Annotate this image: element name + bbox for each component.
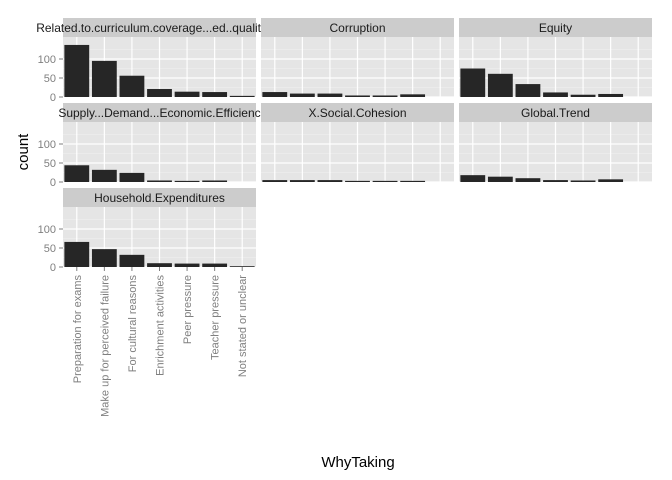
- bar: [147, 180, 172, 182]
- y-tick-label: 100: [38, 54, 56, 66]
- bar: [91, 249, 117, 267]
- bar: [64, 241, 90, 267]
- x-tick-label: Preparation for exams: [72, 275, 84, 384]
- bar: [202, 263, 228, 267]
- bar: [317, 93, 343, 97]
- facet-strip-label: Household.Expenditures: [94, 191, 225, 205]
- facet-strip-label: Equity: [539, 21, 572, 35]
- facet-strip-label: Corruption: [329, 21, 385, 35]
- bar: [515, 178, 541, 182]
- bar: [345, 180, 370, 182]
- x-tick-label: Teacher pressure: [210, 275, 222, 360]
- facet-strip-label: Related.to.curriculum.coverage...ed..qua…: [36, 21, 283, 35]
- bar: [119, 254, 145, 267]
- facet-strip-label: Global.Trend: [521, 106, 590, 120]
- facet-strip: [459, 18, 652, 37]
- x-tick-label: Peer pressure: [182, 275, 194, 344]
- x-axis-title: WhyTaking: [321, 454, 394, 471]
- bar: [317, 180, 343, 182]
- bar: [570, 94, 596, 97]
- facet-strip: [63, 103, 256, 122]
- facet-strip: [261, 103, 454, 122]
- y-tick-label: 100: [38, 224, 56, 236]
- bar: [460, 68, 486, 97]
- y-tick-label: 50: [44, 243, 56, 255]
- facet-strip-label: Supply...Demand...Economic.Efficienc: [58, 106, 260, 120]
- bar: [119, 172, 145, 182]
- bar: [147, 89, 172, 97]
- bar: [262, 180, 288, 182]
- bar: [543, 92, 568, 97]
- y-tick-label: 0: [50, 92, 56, 104]
- bar: [202, 92, 228, 97]
- bar: [289, 180, 315, 182]
- bar: [487, 73, 513, 97]
- bar: [400, 180, 426, 182]
- facet-strip: [261, 18, 454, 37]
- bar: [543, 180, 568, 182]
- facet-strip: [63, 188, 256, 207]
- bar: [598, 93, 624, 97]
- bar: [119, 75, 145, 97]
- bar: [229, 266, 255, 267]
- x-tick-label: Not stated or unclear: [237, 275, 249, 377]
- bar: [372, 180, 398, 182]
- bar: [64, 44, 90, 97]
- bar: [174, 91, 200, 97]
- x-tick-label: Enrichment activities: [155, 275, 167, 376]
- bar: [91, 60, 117, 97]
- x-tick-label: Make up for perceived failure: [99, 275, 111, 417]
- bar: [487, 176, 513, 182]
- bar: [262, 92, 288, 97]
- bar: [229, 95, 255, 97]
- bar: [400, 94, 426, 97]
- facet-strip: [63, 18, 256, 37]
- y-tick-label: 50: [44, 158, 56, 170]
- bar: [289, 93, 315, 97]
- bar: [202, 180, 228, 182]
- bar: [174, 263, 200, 267]
- facet-strip: [459, 103, 652, 122]
- x-tick-label: For cultural reasons: [127, 275, 139, 373]
- bar: [174, 180, 200, 182]
- bar: [570, 180, 596, 182]
- y-tick-label: 0: [50, 262, 56, 274]
- bar: [64, 165, 90, 182]
- y-tick-label: 50: [44, 73, 56, 85]
- bar: [372, 95, 398, 97]
- bar: [460, 175, 486, 182]
- y-axis-title: count: [15, 133, 32, 171]
- bar: [598, 179, 624, 182]
- bar: [147, 263, 172, 267]
- y-tick-label: 0: [50, 177, 56, 189]
- bar: [91, 169, 117, 182]
- bar: [515, 84, 541, 97]
- y-tick-label: 100: [38, 139, 56, 151]
- facet-strip-label: X.Social.Cohesion: [308, 106, 406, 120]
- bar: [345, 95, 370, 97]
